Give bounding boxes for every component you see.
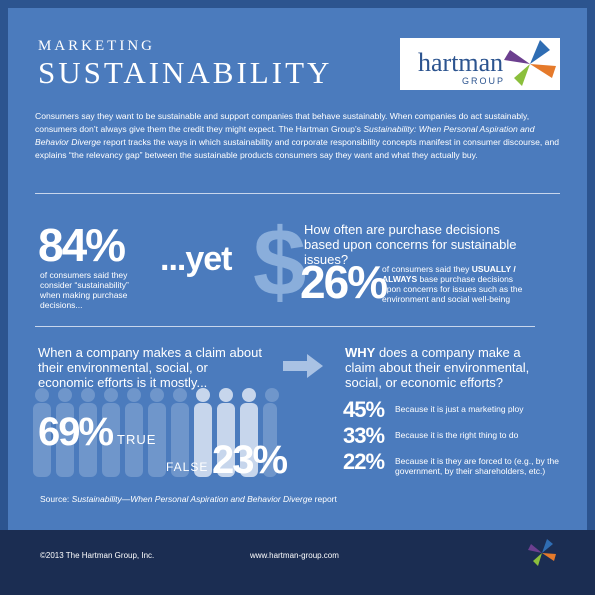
stat-84-text: of consumers said they consider “sustain… — [40, 270, 129, 310]
emphasis: WHY — [345, 345, 376, 360]
title: SUSTAINABILITY — [38, 55, 333, 90]
stat-26-text: of consumers said they USUALLY / ALWAYS … — [382, 264, 532, 304]
reason-label: Because it is the right thing to do — [395, 430, 519, 440]
intro: Consumers say they want to be sustainabl… — [35, 110, 565, 162]
copyright: ©2013 The Hartman Group, Inc. — [40, 551, 155, 560]
claim-question: When a company makes a claim about their… — [38, 345, 262, 390]
url[interactable]: www.hartman-group.com — [250, 551, 339, 560]
logo-box — [400, 38, 560, 90]
divider — [35, 193, 560, 194]
text: does a company make a claim about their … — [345, 345, 530, 390]
logo-name: hartman — [418, 48, 504, 77]
emphasis: USUALLY / ALWAYS — [382, 264, 516, 284]
source: Source: Sustainability—When Personal Asp… — [40, 494, 337, 504]
stat-84: 84% — [38, 219, 126, 271]
false-value: 23% — [212, 438, 288, 482]
true-value: 69% — [38, 410, 114, 454]
footer — [0, 530, 595, 595]
kicker: MARKETING — [38, 38, 155, 54]
intro-text: report tracks the ways in which sustaina… — [35, 137, 559, 160]
text: report — [312, 494, 337, 504]
text: Source: — [40, 494, 72, 504]
footer-pinwheel — [528, 539, 556, 566]
logo-pinwheel — [504, 40, 556, 86]
divider — [35, 326, 535, 327]
text: base purchase decisions upon concerns fo… — [382, 274, 523, 304]
stat-26: 26% — [300, 256, 388, 308]
reason-label: Because it is just a marketing ploy — [395, 404, 524, 414]
arrow — [283, 354, 323, 378]
intro-report: Sustainability: When Personal Aspiration… — [35, 124, 535, 147]
text: of consumers said they — [382, 264, 472, 274]
people — [33, 388, 279, 477]
why-question: WHY does a company make a claim about th… — [345, 345, 535, 390]
question-1: How often are purchase decisions based u… — [304, 222, 517, 267]
yet: ...yet — [160, 240, 232, 278]
intro-text: Consumers say they want to be sustainabl… — [35, 111, 530, 134]
true-label: TRUE — [117, 432, 157, 447]
dollar-icon: $ — [253, 209, 307, 316]
false-label: FALSE — [166, 460, 209, 474]
reason-value: 33% — [343, 423, 385, 448]
reason-value: 22% — [343, 449, 385, 474]
reason-label: Because it is they are forced to (e.g., … — [395, 456, 559, 476]
source-title: Sustainability—When Personal Aspiration … — [71, 494, 313, 504]
logo-sub: GROUP — [462, 76, 506, 86]
reason-value: 45% — [343, 397, 385, 422]
